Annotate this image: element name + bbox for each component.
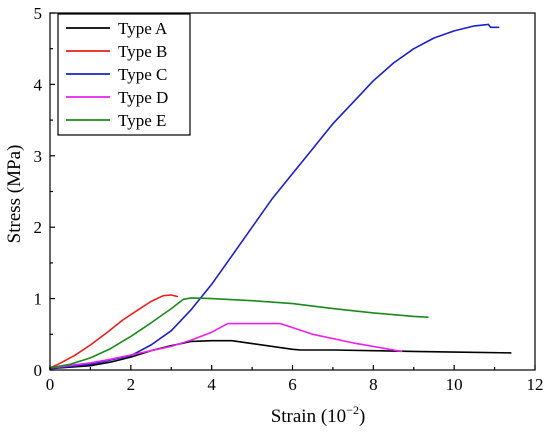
y-tick-label: 4: [34, 75, 43, 94]
x-axis-title: Strain (10−2): [271, 403, 366, 427]
x-axis-title-main: Strain (10: [271, 406, 346, 427]
x-tick-label: 6: [288, 375, 297, 394]
series-line-type-c: [49, 23, 500, 370]
y-tick-label: 1: [34, 290, 43, 309]
legend-label-type-a: Type A: [118, 19, 168, 38]
x-tick-label: 0: [46, 375, 55, 394]
y-tick-label: 2: [34, 218, 43, 237]
legend-label-type-e: Type E: [118, 111, 166, 130]
x-axis-title-close: ): [359, 406, 365, 427]
x-tick-label: 8: [369, 375, 378, 394]
legend-label-type-c: Type C: [118, 65, 167, 84]
x-tick-label: 4: [207, 375, 216, 394]
y-axis-title: Stress (MPa): [4, 145, 25, 244]
x-tick-label: 10: [446, 375, 463, 394]
x-axis-title-exponent: −2: [346, 403, 359, 417]
series-line-type-b: [49, 294, 179, 369]
series-line-type-a: [49, 339, 512, 370]
legend: Type A Type B Type C Type D Type E: [57, 13, 191, 136]
legend-label-type-b: Type B: [118, 42, 167, 61]
y-tick-label: 3: [34, 147, 43, 166]
y-tick-label: 5: [34, 4, 43, 23]
x-tick-label: 2: [127, 375, 136, 394]
legend-label-type-d: Type D: [118, 88, 168, 107]
series-group: [49, 23, 512, 370]
y-tick-label: 0: [34, 361, 43, 380]
series-line-type-e: [49, 297, 429, 369]
x-tick-label: 12: [527, 375, 544, 394]
series-line-type-d: [49, 322, 403, 369]
